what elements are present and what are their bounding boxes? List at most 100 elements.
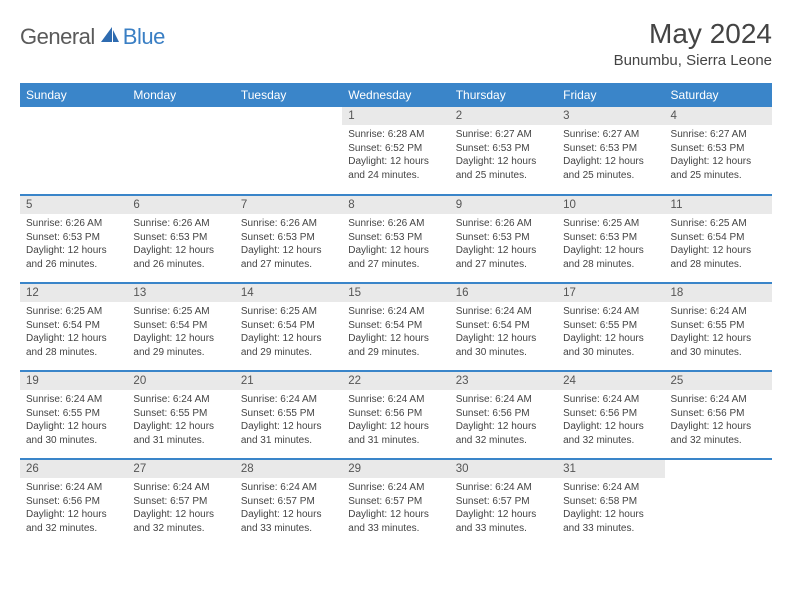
daylight-text: Daylight: 12 hours and 27 minutes. bbox=[456, 244, 551, 271]
sunset-text: Sunset: 6:56 PM bbox=[456, 407, 551, 421]
day-details: Sunrise: 6:27 AMSunset: 6:53 PMDaylight:… bbox=[665, 125, 772, 186]
day-details: Sunrise: 6:26 AMSunset: 6:53 PMDaylight:… bbox=[20, 214, 127, 275]
day-details: Sunrise: 6:24 AMSunset: 6:56 PMDaylight:… bbox=[342, 390, 449, 451]
sunrise-text: Sunrise: 6:24 AM bbox=[348, 393, 443, 407]
day-number: 11 bbox=[665, 196, 772, 214]
sunrise-text: Sunrise: 6:24 AM bbox=[241, 481, 336, 495]
sunrise-text: Sunrise: 6:24 AM bbox=[241, 393, 336, 407]
sunrise-text: Sunrise: 6:24 AM bbox=[671, 305, 766, 319]
day-details: Sunrise: 6:24 AMSunset: 6:55 PMDaylight:… bbox=[557, 302, 664, 363]
calendar-day-cell bbox=[665, 459, 772, 547]
day-details: Sunrise: 6:25 AMSunset: 6:54 PMDaylight:… bbox=[665, 214, 772, 275]
day-details: Sunrise: 6:25 AMSunset: 6:54 PMDaylight:… bbox=[127, 302, 234, 363]
calendar-day-cell: 15Sunrise: 6:24 AMSunset: 6:54 PMDayligh… bbox=[342, 283, 449, 371]
sunrise-text: Sunrise: 6:27 AM bbox=[456, 128, 551, 142]
daylight-text: Daylight: 12 hours and 31 minutes. bbox=[348, 420, 443, 447]
sunrise-text: Sunrise: 6:27 AM bbox=[563, 128, 658, 142]
daylight-text: Daylight: 12 hours and 28 minutes. bbox=[671, 244, 766, 271]
sunset-text: Sunset: 6:57 PM bbox=[133, 495, 228, 509]
sunrise-text: Sunrise: 6:25 AM bbox=[563, 217, 658, 231]
calendar-day-cell: 2Sunrise: 6:27 AMSunset: 6:53 PMDaylight… bbox=[450, 107, 557, 195]
sunset-text: Sunset: 6:53 PM bbox=[563, 231, 658, 245]
day-details: Sunrise: 6:26 AMSunset: 6:53 PMDaylight:… bbox=[235, 214, 342, 275]
sail-icon bbox=[99, 25, 121, 50]
day-number: 27 bbox=[127, 460, 234, 478]
daylight-text: Daylight: 12 hours and 27 minutes. bbox=[241, 244, 336, 271]
logo-text-blue: Blue bbox=[123, 24, 165, 50]
sunset-text: Sunset: 6:55 PM bbox=[26, 407, 121, 421]
calendar-day-cell: 6Sunrise: 6:26 AMSunset: 6:53 PMDaylight… bbox=[127, 195, 234, 283]
calendar-day-cell: 1Sunrise: 6:28 AMSunset: 6:52 PMDaylight… bbox=[342, 107, 449, 195]
daylight-text: Daylight: 12 hours and 28 minutes. bbox=[563, 244, 658, 271]
calendar-day-cell: 27 Sunrise: 6:24 AMSunset: 6:57 PMDayligh… bbox=[127, 459, 234, 547]
day-details: Sunrise: 6:24 AMSunset: 6:56 PMDaylight:… bbox=[665, 390, 772, 451]
daylight-text: Daylight: 12 hours and 29 minutes. bbox=[241, 332, 336, 359]
sunrise-text: Sunrise: 6:26 AM bbox=[26, 217, 121, 231]
calendar-day-cell: 19Sunrise: 6:24 AMSunset: 6:55 PMDayligh… bbox=[20, 371, 127, 459]
sunrise-text: Sunrise: 6:24 AM bbox=[563, 393, 658, 407]
calendar-day-cell: 11Sunrise: 6:25 AMSunset: 6:54 PMDayligh… bbox=[665, 195, 772, 283]
calendar-day-cell: 12Sunrise: 6:25 AMSunset: 6:54 PMDayligh… bbox=[20, 283, 127, 371]
day-number: 26 bbox=[20, 460, 127, 478]
sunset-text: Sunset: 6:54 PM bbox=[348, 319, 443, 333]
calendar-day-cell: 31Sunrise: 6:24 AMSunset: 6:58 PMDayligh… bbox=[557, 459, 664, 547]
day-details: Sunrise: 6:24 AMSunset: 6:56 PMDaylight:… bbox=[20, 478, 127, 539]
day-number: 13 bbox=[127, 284, 234, 302]
calendar-day-cell: 14Sunrise: 6:25 AMSunset: 6:54 PMDayligh… bbox=[235, 283, 342, 371]
daylight-text: Daylight: 12 hours and 33 minutes. bbox=[563, 508, 658, 535]
sunset-text: Sunset: 6:55 PM bbox=[241, 407, 336, 421]
weekday-header: Friday bbox=[557, 83, 664, 107]
day-number: 21 bbox=[235, 372, 342, 390]
sunrise-text: Sunrise: 6:24 AM bbox=[563, 305, 658, 319]
day-number: 5 bbox=[20, 196, 127, 214]
calendar-day-cell: 13Sunrise: 6:25 AMSunset: 6:54 PMDayligh… bbox=[127, 283, 234, 371]
day-number bbox=[127, 107, 234, 125]
sunset-text: Sunset: 6:55 PM bbox=[133, 407, 228, 421]
day-number: 7 bbox=[235, 196, 342, 214]
calendar-week-row: 26Sunrise: 6:24 AMSunset: 6:56 PMDayligh… bbox=[20, 459, 772, 547]
calendar-week-row: 5Sunrise: 6:26 AMSunset: 6:53 PMDaylight… bbox=[20, 195, 772, 283]
sunrise-text: Sunrise: 6:24 AM bbox=[348, 305, 443, 319]
day-number: 31 bbox=[557, 460, 664, 478]
daylight-text: Daylight: 12 hours and 26 minutes. bbox=[133, 244, 228, 271]
weekday-header: Sunday bbox=[20, 83, 127, 107]
calendar-day-cell: 4Sunrise: 6:27 AMSunset: 6:53 PMDaylight… bbox=[665, 107, 772, 195]
calendar-day-cell: 30Sunrise: 6:24 AMSunset: 6:57 PMDayligh… bbox=[450, 459, 557, 547]
calendar-day-cell: 17Sunrise: 6:24 AMSunset: 6:55 PMDayligh… bbox=[557, 283, 664, 371]
sunset-text: Sunset: 6:56 PM bbox=[26, 495, 121, 509]
daylight-text: Daylight: 12 hours and 27 minutes. bbox=[348, 244, 443, 271]
sunrise-text: Sunrise: 6:27 AM bbox=[671, 128, 766, 142]
day-details: Sunrise: 6:24 AMSunset: 6:57 PMDaylight:… bbox=[450, 478, 557, 539]
day-number: 1 bbox=[342, 107, 449, 125]
calendar-day-cell: 7Sunrise: 6:26 AMSunset: 6:53 PMDaylight… bbox=[235, 195, 342, 283]
sunset-text: Sunset: 6:56 PM bbox=[348, 407, 443, 421]
daylight-text: Daylight: 12 hours and 30 minutes. bbox=[456, 332, 551, 359]
day-number: 9 bbox=[450, 196, 557, 214]
daylight-text: Daylight: 12 hours and 33 minutes. bbox=[348, 508, 443, 535]
sunrise-text: Sunrise: 6:25 AM bbox=[133, 305, 228, 319]
calendar-day-cell: 3Sunrise: 6:27 AMSunset: 6:53 PMDaylight… bbox=[557, 107, 664, 195]
day-number: 20 bbox=[127, 372, 234, 390]
calendar-day-cell: 23Sunrise: 6:24 AMSunset: 6:56 PMDayligh… bbox=[450, 371, 557, 459]
calendar-week-row: 19Sunrise: 6:24 AMSunset: 6:55 PMDayligh… bbox=[20, 371, 772, 459]
day-number: 23 bbox=[450, 372, 557, 390]
calendar-table: Sunday Monday Tuesday Wednesday Thursday… bbox=[20, 83, 772, 547]
daylight-text: Daylight: 12 hours and 32 minutes. bbox=[133, 508, 228, 535]
day-number: 4 bbox=[665, 107, 772, 125]
day-details: Sunrise: 6:26 AMSunset: 6:53 PMDaylight:… bbox=[342, 214, 449, 275]
day-number: 10 bbox=[557, 196, 664, 214]
daylight-text: Daylight: 12 hours and 33 minutes. bbox=[456, 508, 551, 535]
calendar-day-cell: 18Sunrise: 6:24 AMSunset: 6:55 PMDayligh… bbox=[665, 283, 772, 371]
daylight-text: Daylight: 12 hours and 24 minutes. bbox=[348, 155, 443, 182]
sunset-text: Sunset: 6:55 PM bbox=[563, 319, 658, 333]
sunrise-text: Sunrise: 6:24 AM bbox=[133, 481, 228, 495]
calendar-day-cell bbox=[127, 107, 234, 195]
day-details: Sunrise: 6:25 AMSunset: 6:53 PMDaylight:… bbox=[557, 214, 664, 275]
sunrise-text: Sunrise: 6:24 AM bbox=[456, 393, 551, 407]
calendar-day-cell: 16Sunrise: 6:24 AMSunset: 6:54 PMDayligh… bbox=[450, 283, 557, 371]
sunset-text: Sunset: 6:54 PM bbox=[26, 319, 121, 333]
daylight-text: Daylight: 12 hours and 33 minutes. bbox=[241, 508, 336, 535]
title-block: May 2024 Bunumbu, Sierra Leone bbox=[614, 18, 772, 69]
sunrise-text: Sunrise: 6:24 AM bbox=[563, 481, 658, 495]
sunrise-text: Sunrise: 6:24 AM bbox=[133, 393, 228, 407]
